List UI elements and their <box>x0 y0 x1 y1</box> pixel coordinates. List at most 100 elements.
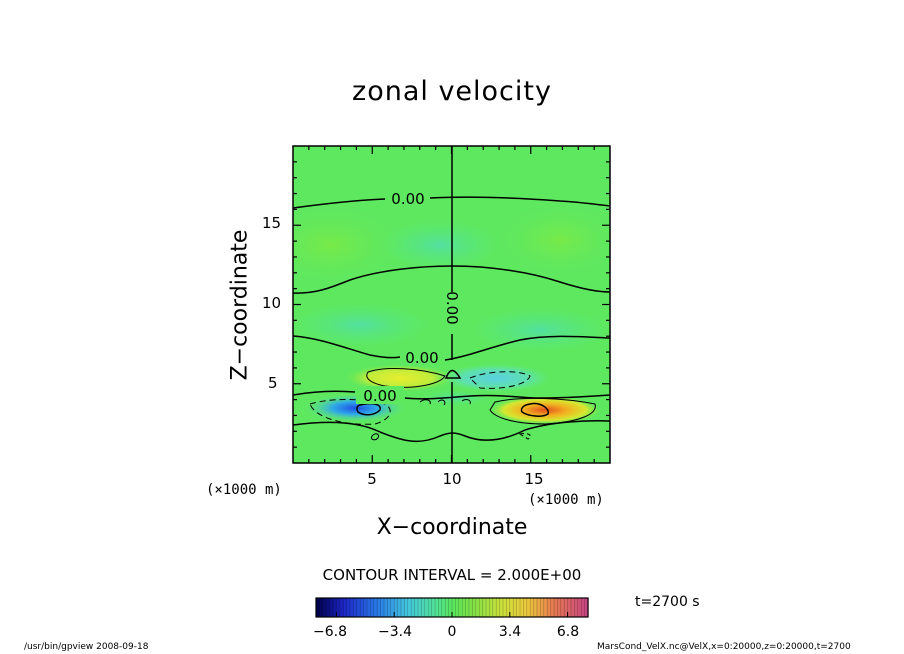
colorbar-segment <box>458 598 463 617</box>
colorbar-segment <box>350 598 354 617</box>
colorbar-segment <box>513 598 518 617</box>
colorbar-segment <box>333 598 337 617</box>
colorbar-segment <box>465 598 470 617</box>
x-axis-label: X−coordinate <box>376 515 528 540</box>
colorbar-segment <box>316 598 320 617</box>
footer-source: MarsCond_VelX.nc@VelX,x=0:20000,z=0:2000… <box>597 642 851 652</box>
colorbar-segment <box>421 598 426 617</box>
colorbar-segment <box>482 598 487 617</box>
colorbar-segment <box>523 598 528 617</box>
colorbar-segment <box>407 598 412 617</box>
colorbar-segment <box>448 598 453 617</box>
colorbar-segment <box>547 598 552 617</box>
colorbar-segment <box>343 598 348 617</box>
colorbar-segment <box>475 598 480 617</box>
time-label: t=2700 s <box>635 594 700 610</box>
colorbar-segment <box>574 598 579 617</box>
colorbar-segment <box>363 598 368 617</box>
colorbar-segment <box>577 598 582 617</box>
colorbar-segment <box>353 598 358 617</box>
colorbar-segment <box>380 598 385 617</box>
contour-fill <box>293 146 610 463</box>
colorbar-segment <box>503 598 507 617</box>
colorbar-segment <box>418 598 422 617</box>
colorbar-segment <box>428 598 433 617</box>
colorbar-tick-label: 6.8 <box>556 624 580 640</box>
colorbar-segment <box>584 598 589 617</box>
colorbar-tick-label: 0 <box>447 624 457 640</box>
colorbar-segment <box>499 598 504 617</box>
colorbar-segment <box>581 598 586 617</box>
contour-label: 0.00 <box>391 190 424 208</box>
colorbar <box>315 598 589 617</box>
axis-ticks <box>293 146 610 463</box>
colorbar-segment <box>479 598 484 617</box>
y-tick-label: 5 <box>268 374 278 392</box>
colorbar-segment <box>540 598 545 617</box>
colorbar-segment <box>414 598 419 617</box>
colorbar-segment <box>489 598 494 617</box>
contour-lines <box>293 146 610 463</box>
colorbar-segment <box>397 598 402 617</box>
colorbar-segment <box>571 598 575 617</box>
colorbar-segment <box>564 598 569 617</box>
colorbar-ticks <box>335 612 569 617</box>
colorbar-segment <box>469 598 473 617</box>
contour-label: 0.00 <box>443 291 461 324</box>
colorbar-tick-label: 3.4 <box>498 624 522 640</box>
footer-program: /usr/bin/gpview 2008-09-18 <box>24 642 149 652</box>
colorbar-segment <box>455 598 460 617</box>
colorbar-segment <box>360 598 365 617</box>
colorbar-segment <box>537 598 541 617</box>
colorbar-segment <box>550 598 555 617</box>
contour-label: 0.00 <box>363 387 396 405</box>
chart-title: zonal velocity <box>352 76 552 107</box>
x-unit-label: (×1000 m) <box>528 492 604 508</box>
colorbar-segment <box>346 598 351 617</box>
colorbar-segment <box>509 598 514 617</box>
colorbar-segment <box>567 598 572 617</box>
colorbar-segment <box>560 598 565 617</box>
colorbar-segment <box>404 598 409 617</box>
colorbar-segment <box>329 598 334 617</box>
colorbar-segment <box>384 598 388 617</box>
colorbar-segment <box>472 598 477 617</box>
colorbar-segment <box>394 598 399 617</box>
colorbar-segment <box>462 598 467 617</box>
colorbar-segment <box>557 598 562 617</box>
colorbar-segment <box>438 598 443 617</box>
x-tick-label: 5 <box>367 470 377 488</box>
colorbar-segment <box>435 598 439 617</box>
colorbar-segment <box>554 598 558 617</box>
colorbar-segment <box>492 598 497 617</box>
colorbar-segment <box>411 598 416 617</box>
colorbar-segment <box>367 598 371 617</box>
x-tick-label: 10 <box>442 470 462 488</box>
colorbar-segment <box>326 598 331 617</box>
colorbar-segment <box>441 598 446 617</box>
colorbar-segment <box>390 598 395 617</box>
colorbar-segment <box>336 598 341 617</box>
colorbar-tick-label: −3.4 <box>378 624 412 640</box>
colorbar-segment <box>516 598 521 617</box>
x-tick-label: 15 <box>524 470 544 488</box>
colorbar-segment <box>452 598 456 617</box>
colorbar-segment <box>530 598 535 617</box>
contour-label: 0.00 <box>405 349 438 367</box>
colorbar-segment <box>496 598 501 617</box>
colorbar-segment <box>370 598 375 617</box>
colorbar-segment <box>377 598 382 617</box>
colorbar-segment <box>445 598 450 617</box>
colorbar-segment <box>431 598 436 617</box>
contour-label-marks <box>356 188 461 404</box>
colorbar-segment <box>322 598 327 617</box>
colorbar-segment <box>401 598 405 617</box>
y-tick-label: 10 <box>262 294 282 312</box>
colorbar-segment <box>319 598 324 617</box>
colorbar-segment <box>387 598 392 617</box>
y-unit-label: (×1000 m) <box>206 482 282 498</box>
colorbar-segment <box>356 598 361 617</box>
colorbar-segment <box>424 598 429 617</box>
colorbar-segment <box>339 598 344 617</box>
contour-lines-thin <box>309 368 596 440</box>
